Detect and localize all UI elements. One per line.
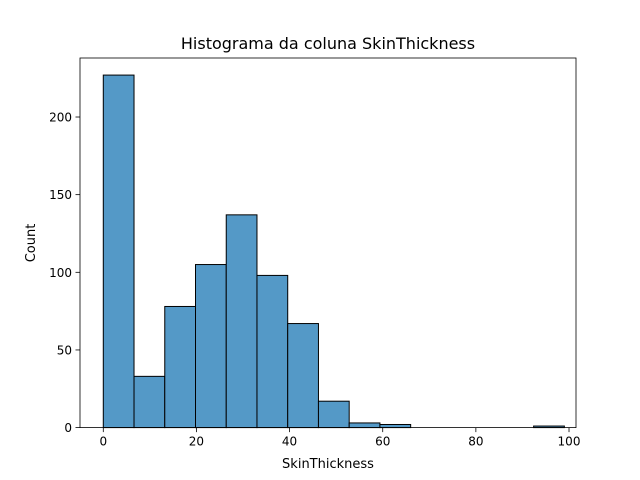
- y-tick-label: 200: [49, 111, 72, 125]
- plot-frame: [79, 57, 577, 429]
- histogram-bar: [287, 323, 319, 429]
- histogram-bar: [348, 422, 381, 429]
- x-tick-label: 20: [189, 435, 204, 449]
- x-tick-label: 0: [99, 435, 107, 449]
- x-tick-label: 100: [558, 435, 581, 449]
- histogram-bar: [195, 264, 227, 429]
- y-tick-label: 50: [57, 343, 72, 357]
- x-tick-label: 80: [468, 435, 483, 449]
- histogram-bar: [256, 274, 289, 429]
- x-tick-label: 40: [282, 435, 297, 449]
- x-axis-ticks: 0 20 40 60 80 100: [99, 427, 581, 449]
- y-axis-label: Count: [24, 224, 39, 263]
- histogram-bar: [164, 305, 197, 429]
- x-axis-label: SkinThickness: [282, 457, 374, 472]
- bars-group: [102, 74, 565, 429]
- y-tick-label: 150: [49, 188, 72, 202]
- y-axis-ticks: 0 50 100 150 200: [49, 111, 80, 435]
- chart-title: Histograma da coluna SkinThickness: [181, 34, 475, 53]
- y-tick-label: 0: [64, 421, 72, 435]
- x-tick-label: 60: [375, 435, 390, 449]
- y-tick-label: 100: [49, 266, 72, 280]
- histogram-bar: [102, 74, 135, 429]
- histogram-bar: [133, 375, 166, 429]
- histogram-bar: [225, 214, 258, 429]
- histogram-bar: [317, 400, 350, 429]
- histogram-bar: [379, 423, 412, 429]
